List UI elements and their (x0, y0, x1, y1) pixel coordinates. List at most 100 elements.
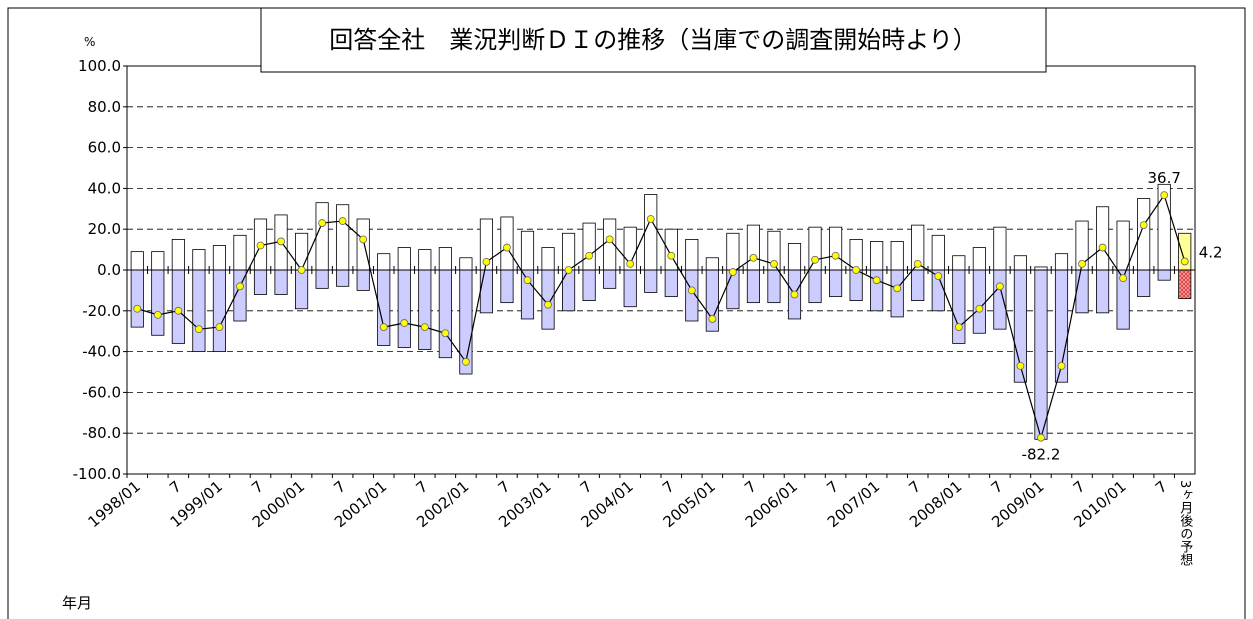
bar (972, 269, 986, 334)
bar (315, 202, 329, 271)
point (359, 235, 368, 244)
x-tick-label: 7 (248, 477, 267, 497)
point (728, 268, 737, 276)
point (523, 276, 532, 285)
bar (233, 234, 247, 271)
bar (993, 226, 1007, 271)
bar (520, 230, 535, 271)
bar (911, 269, 925, 302)
data-label: 4.2 (1199, 243, 1223, 261)
point (461, 357, 470, 366)
point (934, 272, 943, 281)
y-tick-label: -80.0 (82, 424, 121, 442)
bar (438, 247, 452, 271)
bar (664, 269, 678, 297)
bar (336, 269, 350, 287)
bar (274, 269, 288, 295)
data-label: -82.2 (1022, 446, 1061, 464)
bar (603, 269, 617, 289)
point (400, 319, 409, 327)
bar (459, 257, 473, 271)
x-tick-label: 7 (741, 477, 760, 497)
bar (418, 249, 432, 271)
x-tick-label: 7 (905, 477, 924, 497)
bar (685, 238, 699, 271)
y-axis-label: % (84, 35, 95, 49)
y-tick-label: -100.0 (73, 465, 121, 483)
point (277, 237, 285, 246)
x-tick-label: 1998/01 (85, 477, 144, 531)
bar (397, 269, 411, 348)
point (503, 243, 511, 252)
point (1078, 259, 1086, 268)
point (749, 253, 758, 262)
point (174, 306, 183, 315)
x-tick-label: 3ヶ月後の予想 (1177, 480, 1193, 567)
bar (582, 222, 596, 271)
x-tick-label: 7 (166, 477, 185, 497)
x-tick-label: 7 (330, 477, 349, 497)
point (564, 266, 573, 274)
point (482, 257, 491, 266)
y-tick-label: 60.0 (88, 139, 121, 157)
bar (582, 269, 596, 302)
point (297, 266, 306, 274)
x-tick-label: 7 (577, 477, 596, 497)
bar (746, 269, 760, 304)
point (872, 276, 881, 285)
point (585, 251, 594, 260)
x-tick-label: 7 (495, 477, 514, 497)
point (215, 323, 224, 332)
x-tick-label: 7 (412, 477, 431, 497)
bar (1178, 269, 1192, 299)
bar (644, 269, 658, 293)
y-tick-label: -60.0 (82, 383, 121, 401)
y-tick-label: 20.0 (88, 220, 121, 238)
bar (870, 269, 884, 312)
bar (295, 269, 309, 310)
x-tick-label: 7 (988, 477, 1007, 497)
point (687, 286, 696, 295)
data-label: 36.7 (1147, 169, 1180, 187)
bar (171, 238, 185, 271)
bar (562, 232, 576, 271)
bar (315, 269, 329, 289)
point (770, 259, 778, 268)
bar (931, 234, 945, 271)
point (667, 251, 676, 260)
bar (500, 269, 514, 304)
point (1037, 433, 1045, 442)
bar (356, 218, 370, 271)
bar (952, 269, 966, 344)
bar (890, 269, 904, 318)
point (318, 219, 327, 227)
bar (500, 216, 514, 271)
x-tick-label: 7 (659, 477, 678, 497)
bar (212, 269, 226, 352)
title-box (260, 7, 1047, 73)
bar (870, 241, 884, 271)
point (605, 235, 614, 244)
point (236, 282, 244, 291)
point (975, 304, 984, 313)
y-tick-label: -40.0 (82, 343, 121, 361)
bar (418, 269, 432, 350)
point (954, 323, 963, 332)
bar (1116, 220, 1130, 271)
point (1098, 243, 1107, 252)
y-tick-label: 0.0 (97, 261, 121, 279)
bar (808, 269, 822, 304)
point (1139, 221, 1148, 230)
bar (726, 232, 740, 271)
point (811, 255, 819, 264)
point (852, 266, 861, 274)
point (893, 284, 902, 293)
point (1119, 274, 1128, 283)
bar (1034, 269, 1048, 440)
bar (212, 245, 226, 271)
point (913, 259, 922, 268)
point (133, 304, 142, 313)
bar (644, 194, 658, 271)
bar (1157, 269, 1171, 281)
